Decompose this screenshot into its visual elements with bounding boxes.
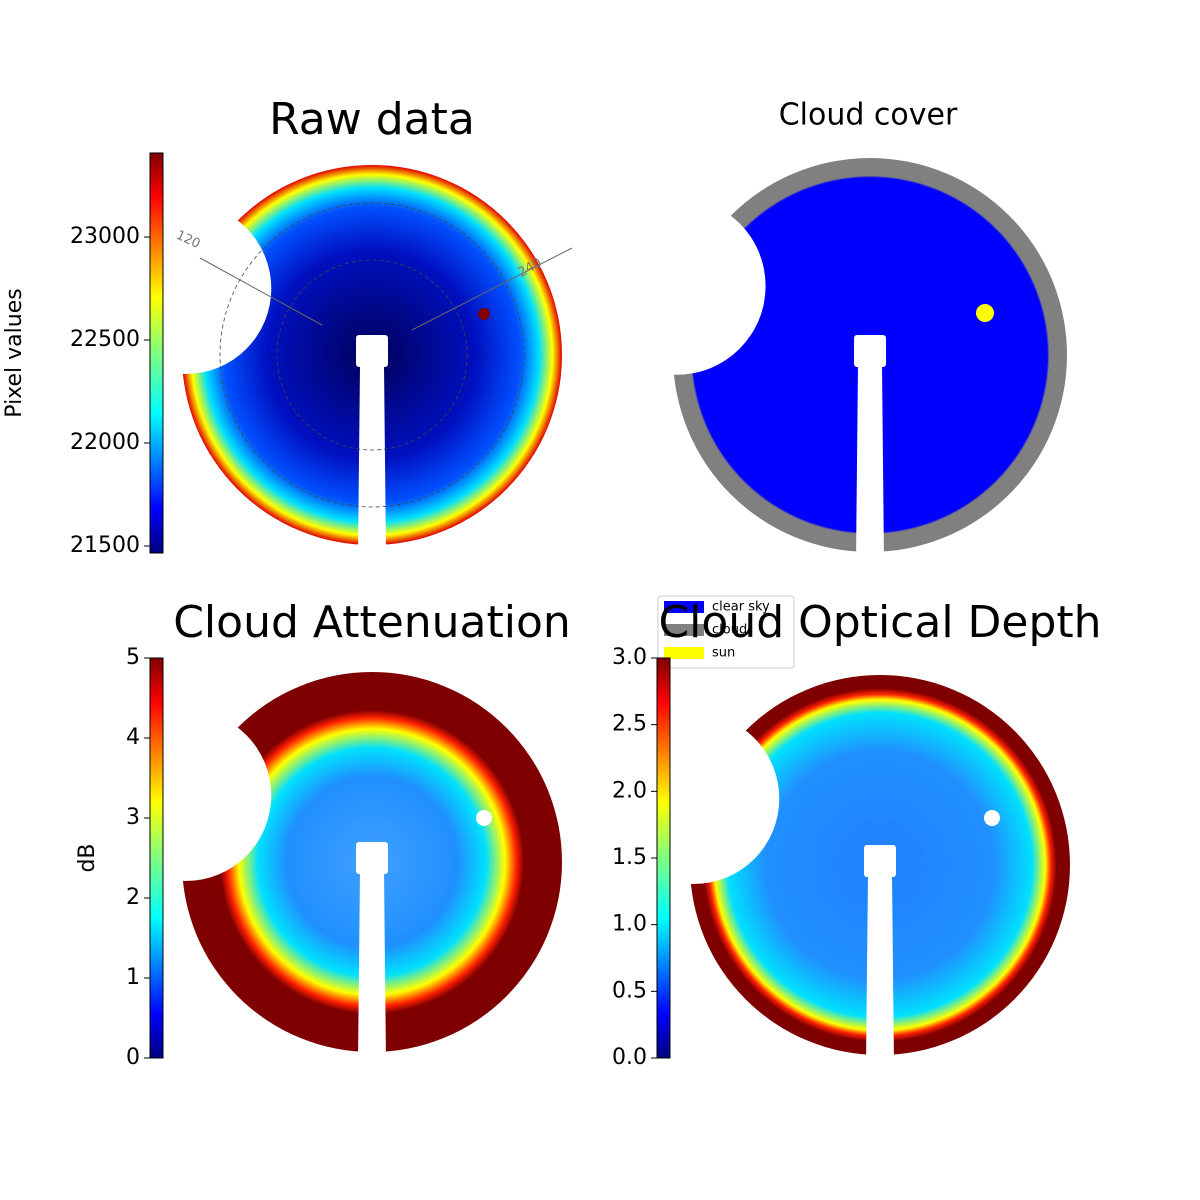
sky-image — [608, 675, 1070, 1065]
colorbar-tick-label: 22500 — [70, 327, 140, 352]
mast-mask — [866, 875, 894, 1065]
colorbar-tick-label: 1.5 — [612, 845, 647, 870]
panel-title: Raw data — [269, 94, 475, 145]
camera-mask — [356, 842, 388, 874]
legend: clear sky cloud sun — [657, 595, 795, 669]
colorbar-label: Pixel values — [2, 288, 27, 417]
sky-image — [100, 165, 562, 555]
colorbar-tick-label: 0.0 — [612, 1045, 647, 1070]
elevation-ring — [276, 259, 468, 451]
colorbar-tick-label: 5 — [126, 645, 140, 670]
colorbar-tick-label: 1 — [126, 965, 140, 990]
colorbar — [149, 152, 164, 554]
mast-mask — [358, 872, 386, 1062]
legend-swatch — [664, 601, 704, 613]
colorbar-tick-label: 2.0 — [612, 778, 647, 803]
mast-mask — [358, 365, 386, 555]
sky-image — [588, 158, 1067, 562]
elevation-ring — [219, 202, 525, 508]
colorbar-tick-label: 23000 — [70, 224, 140, 249]
azimuth-line — [411, 247, 573, 331]
colorbar — [149, 657, 164, 1059]
sun — [976, 304, 994, 322]
sun — [478, 308, 490, 320]
colorbar-tick-label: 2.5 — [612, 712, 647, 737]
horizon-mask — [608, 713, 780, 884]
colorbar — [656, 657, 671, 1059]
camera-mask — [356, 335, 388, 367]
colorbar-tick-label: 0 — [126, 1045, 140, 1070]
colorbar-tick-label: 22000 — [70, 430, 140, 455]
legend-swatch — [664, 647, 704, 659]
legend-swatch — [664, 624, 704, 636]
colorbar-tick-label: 2 — [126, 885, 140, 910]
legend-label: cloud — [712, 623, 747, 638]
legend-label: sun — [712, 646, 735, 661]
panel-title: Cloud Attenuation — [173, 597, 571, 648]
legend-label: clear sky — [712, 600, 770, 615]
mast-mask — [856, 365, 884, 562]
sky-image — [100, 672, 562, 1062]
camera-mask — [864, 845, 896, 877]
camera-mask — [854, 335, 886, 367]
colorbar-tick-label: 1.0 — [612, 912, 647, 937]
horizon-mask — [100, 203, 272, 374]
colorbar-label: dB — [75, 843, 100, 872]
sun — [476, 810, 492, 826]
horizon-mask — [100, 710, 272, 881]
horizon-mask — [588, 197, 766, 375]
azimuth-line — [199, 257, 323, 326]
colorbar-tick-label: 4 — [126, 725, 140, 750]
panel-title: Cloud cover — [779, 98, 958, 133]
sun — [984, 810, 1000, 826]
panel-title: Cloud Optical Depth — [658, 597, 1101, 648]
colorbar-tick-label: 21500 — [70, 533, 140, 558]
colorbar-tick-label: 3.0 — [612, 645, 647, 670]
colorbar-tick-label: 3 — [126, 805, 140, 830]
colorbar-tick-label: 0.5 — [612, 978, 647, 1003]
